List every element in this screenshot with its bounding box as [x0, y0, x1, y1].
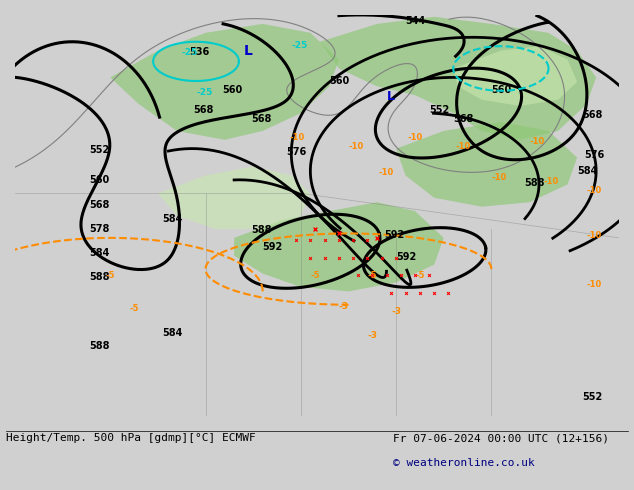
Text: 560: 560 [330, 75, 349, 86]
Point [348, 236, 358, 244]
Text: -3: -3 [339, 302, 349, 311]
Text: 588: 588 [525, 178, 545, 188]
Point [334, 254, 344, 262]
Text: 560: 560 [223, 85, 243, 95]
Text: 588: 588 [89, 342, 110, 351]
Text: Fr 07-06-2024 00:00 UTC (12+156): Fr 07-06-2024 00:00 UTC (12+156) [393, 434, 609, 443]
Text: 568: 568 [251, 114, 271, 124]
Text: -10: -10 [586, 231, 602, 240]
Text: -5: -5 [105, 271, 115, 280]
Text: -10: -10 [349, 142, 364, 151]
Text: -10: -10 [379, 169, 394, 177]
Text: 584: 584 [163, 328, 183, 338]
Text: 592: 592 [262, 243, 283, 252]
Text: 584: 584 [163, 214, 183, 224]
Text: © weatheronline.co.uk: © weatheronline.co.uk [393, 458, 535, 468]
Text: -5: -5 [129, 304, 139, 313]
Point [429, 289, 439, 297]
Text: 560: 560 [491, 85, 512, 95]
Point [401, 289, 411, 297]
Text: -25: -25 [182, 48, 198, 57]
Text: 552: 552 [582, 392, 602, 402]
Text: 536: 536 [190, 47, 210, 57]
Point [386, 289, 396, 297]
Text: -3: -3 [368, 331, 377, 340]
Point [334, 236, 344, 244]
Point [372, 234, 382, 242]
Text: -3: -3 [391, 307, 401, 316]
Text: 578: 578 [89, 223, 110, 234]
Text: -5: -5 [415, 271, 425, 280]
Text: 568: 568 [582, 110, 602, 120]
Text: 568: 568 [453, 114, 474, 124]
Text: 576: 576 [585, 149, 605, 160]
Text: 588: 588 [89, 272, 110, 282]
Text: 584: 584 [89, 248, 110, 258]
Point [410, 271, 420, 279]
Text: -5: -5 [368, 271, 377, 280]
Text: 552: 552 [89, 145, 110, 155]
Text: 568: 568 [193, 105, 214, 115]
Point [305, 236, 315, 244]
Text: 568: 568 [89, 200, 110, 211]
Text: -25: -25 [291, 41, 307, 50]
Point [305, 254, 315, 262]
Point [396, 271, 406, 279]
Text: 588: 588 [251, 225, 272, 235]
Text: Height/Temp. 500 hPa [gdmp][°C] ECMWF: Height/Temp. 500 hPa [gdmp][°C] ECMWF [6, 434, 256, 443]
Text: -10: -10 [544, 177, 559, 186]
Text: 576: 576 [287, 147, 307, 157]
Point [320, 254, 330, 262]
Text: -5: -5 [310, 271, 320, 280]
Text: -10: -10 [289, 133, 304, 142]
Text: -10: -10 [491, 173, 507, 182]
Point [334, 229, 344, 237]
Text: 552: 552 [429, 105, 450, 115]
Text: 560: 560 [89, 174, 110, 185]
Text: 592: 592 [396, 252, 417, 262]
Text: -10: -10 [455, 142, 470, 151]
Text: L: L [243, 44, 252, 58]
Point [415, 289, 425, 297]
Point [310, 225, 320, 233]
Point [363, 236, 373, 244]
Text: -10: -10 [529, 137, 545, 147]
Point [443, 289, 453, 297]
Text: -10: -10 [586, 280, 602, 289]
Point [348, 254, 358, 262]
Text: -10: -10 [408, 133, 423, 142]
Point [363, 254, 373, 262]
Text: L: L [387, 90, 394, 103]
Point [320, 236, 330, 244]
Point [367, 271, 377, 279]
Text: 592: 592 [385, 230, 405, 240]
Point [377, 254, 387, 262]
Text: -10: -10 [586, 186, 602, 196]
Text: 544: 544 [406, 16, 426, 26]
Point [424, 271, 434, 279]
Point [291, 236, 301, 244]
Text: 584: 584 [577, 166, 597, 176]
Point [391, 254, 401, 262]
Point [382, 271, 392, 279]
Text: -25: -25 [196, 88, 212, 97]
Point [353, 271, 363, 279]
